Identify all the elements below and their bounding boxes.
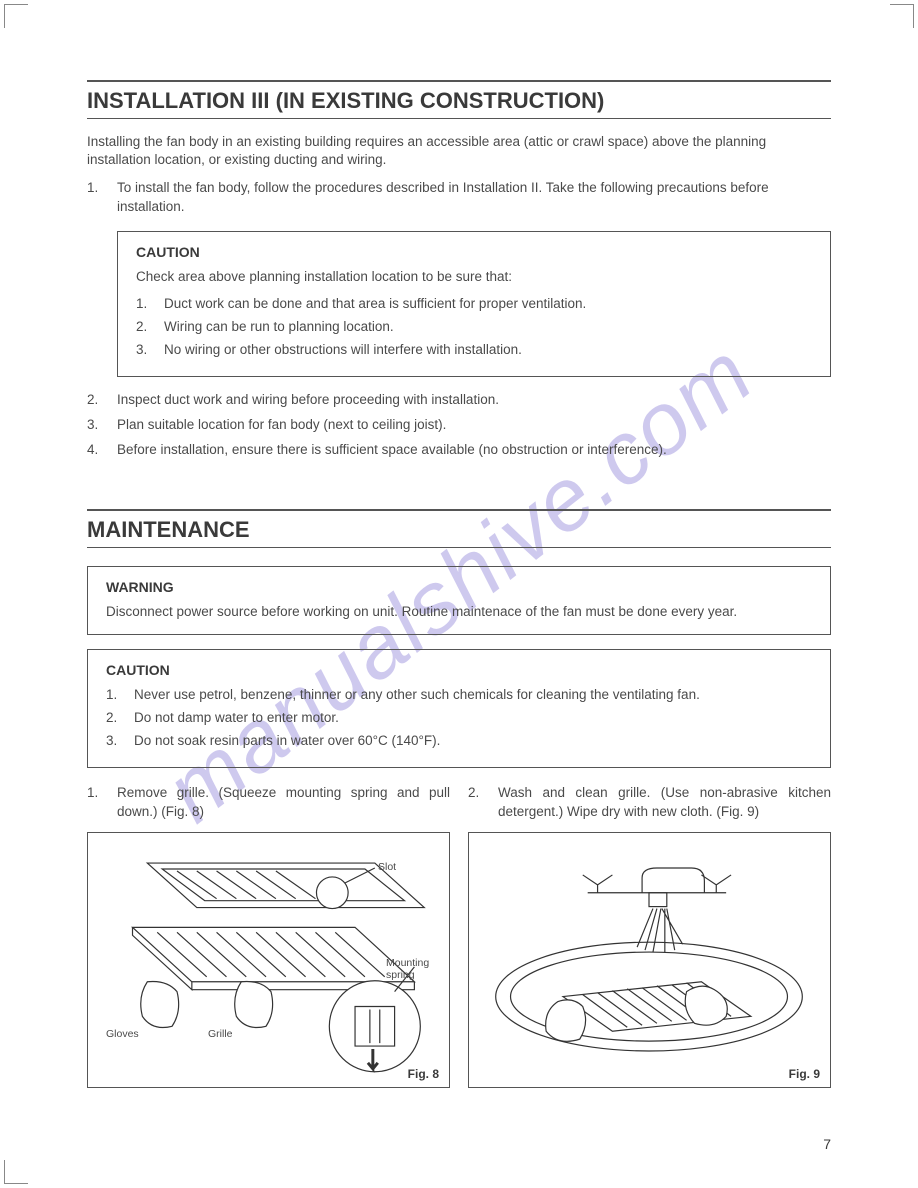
col-2: 2. Wash and clean grille. (Use non-abras… [468,784,831,1088]
figure-8: Slot Mounting spring Gloves Grille Fig. … [87,832,450,1088]
list-text: Remove grille. (Squeeze mounting spring … [117,784,450,822]
list-text: Inspect duct work and wiring before proc… [117,391,831,410]
warning-box: WARNING Disconnect power source before w… [87,566,831,635]
list-text: To install the fan body, follow the proc… [117,179,831,217]
list-num: 4. [87,441,117,460]
figure-9: Fig. 9 [468,832,831,1088]
list-item: 3.No wiring or other obstructions will i… [136,341,812,360]
crop-mark-tr [890,4,914,28]
caution-list: 1.Duct work can be done and that area is… [136,295,812,360]
list-num: 3. [106,732,134,751]
warning-title: WARNING [106,579,812,595]
list-text: Wash and clean grille. (Use non-abrasive… [498,784,831,822]
list-item: 1.Duct work can be done and that area is… [136,295,812,314]
caution-title: CAUTION [136,244,812,260]
figure-9-svg [469,833,830,1087]
section1-title: INSTALLATION III (IN EXISTING CONSTRUCTI… [87,80,831,119]
list-num: 3. [136,341,164,360]
warning-text: Disconnect power source before working o… [106,603,812,622]
label-grille: Grille [208,1028,233,1040]
crop-mark-tl [4,4,28,28]
figure-row: 1. Remove grille. (Squeeze mounting spri… [87,784,831,1088]
col-1: 1. Remove grille. (Squeeze mounting spri… [87,784,450,1088]
list-num: 2. [136,318,164,337]
crop-mark-bl [4,1160,28,1184]
list-num: 1. [87,784,117,822]
list-num: 2. [468,784,498,822]
list-num: 2. [106,709,134,728]
list-item: 3.Plan suitable location for fan body (n… [87,416,831,435]
section1-list-b: 2.Inspect duct work and wiring before pr… [87,391,831,460]
list-text: Wiring can be run to planning location. [164,318,812,337]
list-text: Duct work can be done and that area is s… [164,295,812,314]
section1-list-a: 1. To install the fan body, follow the p… [87,179,831,217]
fig9-label: Fig. 9 [789,1067,820,1081]
list-item: 2.Do not damp water to enter motor. [106,709,812,728]
caution-title: CAUTION [106,662,812,678]
list-text: Plan suitable location for fan body (nex… [117,416,831,435]
col2-head: 2. Wash and clean grille. (Use non-abras… [468,784,831,822]
page-content: INSTALLATION III (IN EXISTING CONSTRUCTI… [87,80,831,1088]
list-text: Never use petrol, benzene, thinner or an… [134,686,812,705]
list-item: 1. To install the fan body, follow the p… [87,179,831,217]
caution-box-2: CAUTION 1.Never use petrol, benzene, thi… [87,649,831,768]
list-text: Do not damp water to enter motor. [134,709,812,728]
label-mounting-spring: Mounting spring [386,957,449,981]
list-num: 1. [136,295,164,314]
list-item: 3.Do not soak resin parts in water over … [106,732,812,751]
caution-list: 1.Never use petrol, benzene, thinner or … [106,686,812,751]
section2-title: MAINTENANCE [87,509,831,548]
list-item: 4.Before installation, ensure there is s… [87,441,831,460]
section1-intro: Installing the fan body in an existing b… [87,133,831,169]
label-gloves: Gloves [106,1028,139,1040]
caution-box-1: CAUTION Check area above planning instal… [117,231,831,377]
list-text: Do not soak resin parts in water over 60… [134,732,812,751]
caution-lead: Check area above planning installation l… [136,268,812,287]
list-num: 1. [106,686,134,705]
list-num: 2. [87,391,117,410]
list-num: 3. [87,416,117,435]
list-text: Before installation, ensure there is suf… [117,441,831,460]
label-slot: Slot [378,861,396,873]
page-number: 7 [823,1136,831,1152]
list-item: 1.Never use petrol, benzene, thinner or … [106,686,812,705]
list-item: 2.Inspect duct work and wiring before pr… [87,391,831,410]
fig8-label: Fig. 8 [408,1067,439,1081]
list-num: 1. [87,179,117,217]
list-text: No wiring or other obstructions will int… [164,341,812,360]
list-item: 2.Wiring can be run to planning location… [136,318,812,337]
col1-head: 1. Remove grille. (Squeeze mounting spri… [87,784,450,822]
